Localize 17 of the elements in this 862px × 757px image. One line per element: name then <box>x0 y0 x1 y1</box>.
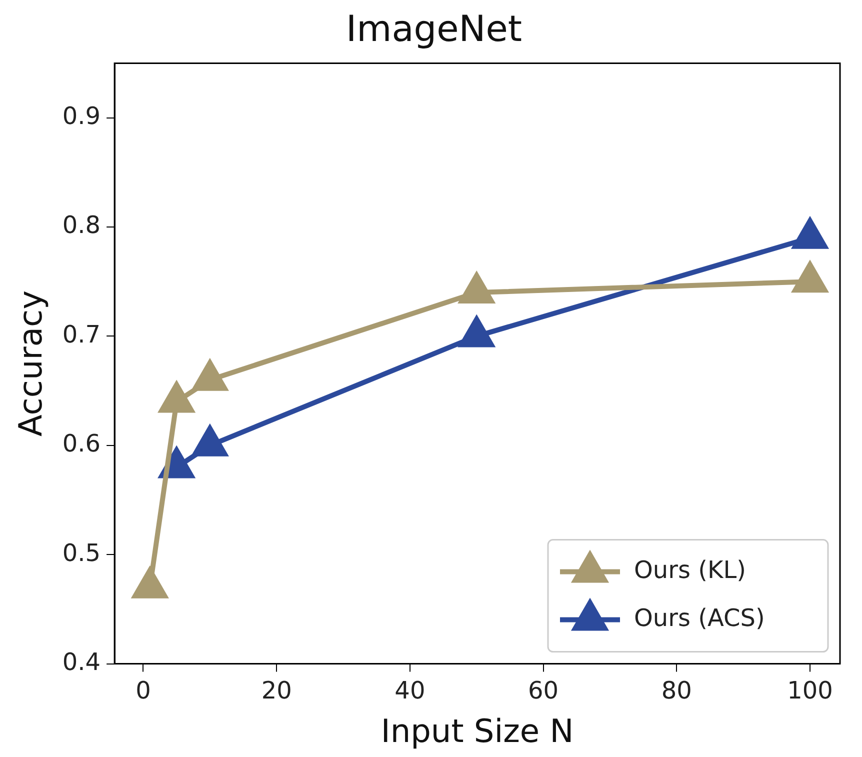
x-axis-title: Input Size N <box>380 712 574 750</box>
chart-title: ImageNet <box>346 8 522 50</box>
y-tick-label: 0.5 <box>62 538 101 567</box>
x-tick-label: 20 <box>261 676 292 704</box>
x-tick-label: 100 <box>787 676 833 704</box>
x-tick-label: 80 <box>661 676 692 704</box>
x-tick-label: 40 <box>394 676 426 704</box>
y-tick-label: 0.7 <box>62 320 101 348</box>
y-tick-label: 0.9 <box>62 102 101 130</box>
y-axis-title: Accuracy <box>12 290 50 437</box>
x-tick-label: 60 <box>528 676 559 704</box>
legend-label: Ours (KL) <box>634 556 746 584</box>
x-tick-label: 0 <box>136 676 151 704</box>
y-tick-label: 0.6 <box>62 430 101 458</box>
y-tick-label: 0.8 <box>62 211 101 240</box>
y-tick-label: 0.4 <box>62 648 101 676</box>
legend-label: Ours (ACS) <box>634 604 765 632</box>
